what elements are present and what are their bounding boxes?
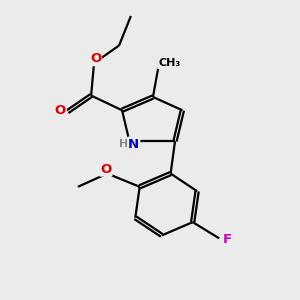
Text: N: N (128, 138, 140, 151)
Text: CH₃: CH₃ (158, 58, 180, 68)
Text: O: O (55, 104, 66, 117)
Text: H: H (119, 139, 128, 149)
Text: O: O (90, 52, 101, 65)
Text: F: F (223, 233, 232, 246)
Text: O: O (100, 163, 112, 176)
